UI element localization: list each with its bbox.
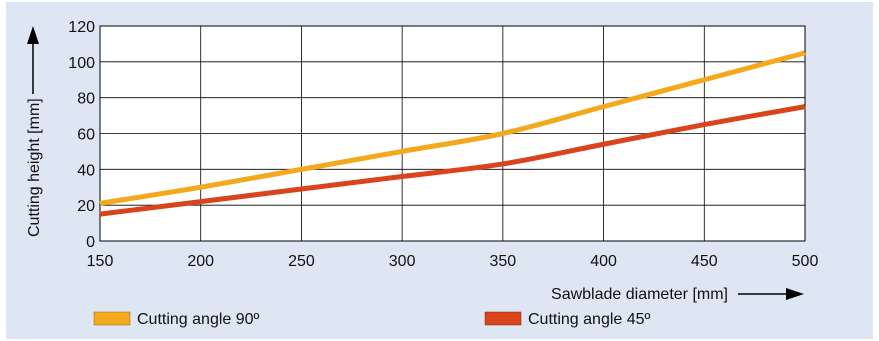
x-tick-label: 450: [691, 253, 718, 270]
x-tick-label: 150: [87, 253, 114, 270]
y-tick-label: 120: [68, 19, 95, 36]
y-tick-label: 20: [77, 198, 95, 215]
x-axis-title: Sawblade diameter [mm]: [551, 286, 728, 303]
y-tick-label: 80: [77, 91, 95, 108]
x-tick-label: 200: [187, 253, 214, 270]
x-tick-label: 400: [590, 253, 617, 270]
legend-label-45: Cutting angle 45º: [528, 311, 651, 328]
x-axis-arrow-head: [786, 288, 804, 300]
legend-swatch-90: [93, 311, 131, 326]
y-tick-label: 40: [77, 162, 95, 179]
y-tick-labels: 0 20 40 60 80 100 120: [68, 19, 95, 251]
series-line-cutting-angle-45: [99, 104, 806, 217]
y-tick-label: 100: [68, 55, 95, 72]
y-axis-title: Cutting height [mm]: [26, 98, 43, 237]
x-tick-label: 500: [792, 253, 819, 270]
legend-label-90: Cutting angle 90º: [137, 311, 260, 328]
y-tick-label: 0: [86, 234, 95, 251]
x-tick-label: 250: [288, 253, 315, 270]
y-axis-arrow-head: [27, 26, 39, 44]
x-tick-label: 350: [490, 253, 517, 270]
series-lines: [99, 50, 806, 217]
x-tick-labels: 150 200 250 300 350 400 450 500: [87, 253, 819, 270]
x-tick-label: 300: [389, 253, 416, 270]
legend-swatch-45: [484, 311, 522, 326]
series-line-cutting-angle-90: [99, 50, 806, 206]
y-tick-label: 60: [77, 127, 95, 144]
